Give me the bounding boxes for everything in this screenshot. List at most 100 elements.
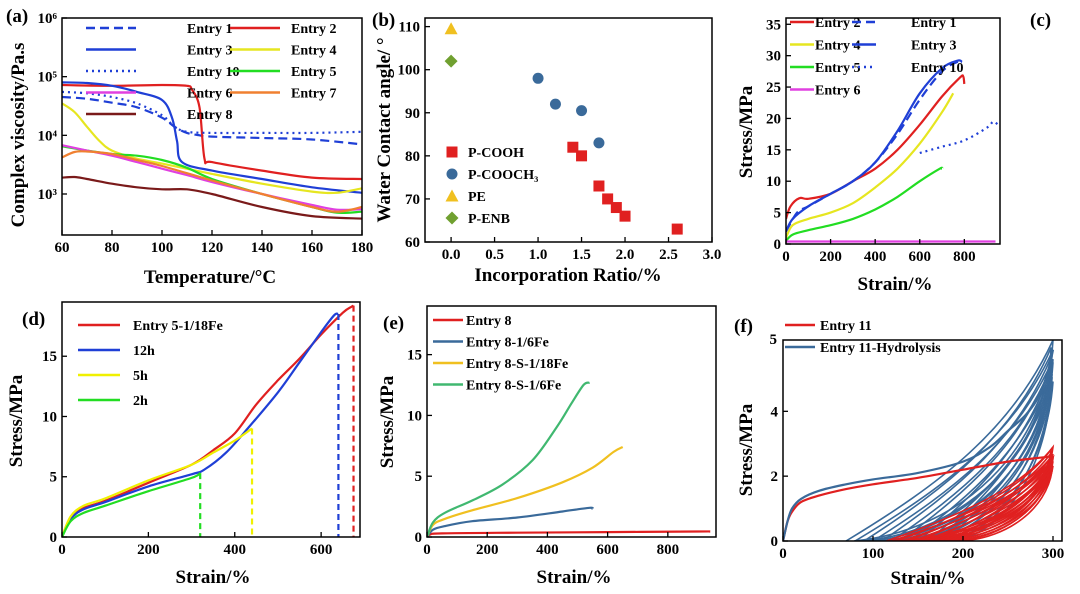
x-tick-label: 160 <box>301 240 324 256</box>
x-tick-label: 0 <box>423 542 431 558</box>
panel-label: (d) <box>22 309 45 330</box>
x-tick-label: 200 <box>137 542 160 558</box>
hysteresis-cycle <box>948 460 1054 541</box>
x-tick-label: 0 <box>779 546 787 562</box>
x-tick-label: 0 <box>782 249 790 265</box>
plot-frame <box>61 301 361 538</box>
y-tick-label: 0 <box>771 534 779 550</box>
y-axis-title: Water Contact angle/ ° <box>374 37 395 222</box>
hysteresis-cycle <box>896 446 1053 541</box>
panel-label: (c) <box>1030 10 1051 31</box>
panel-label: (f) <box>734 316 753 337</box>
x-tick-label: 60 <box>55 240 70 256</box>
y-tick-label: 5 <box>774 206 782 222</box>
y-tick-label: 60 <box>405 235 420 251</box>
y-tick-label: 110 <box>398 20 420 36</box>
series-line-entry-8-s-1-18fe <box>427 446 624 537</box>
series-line-entry-3 <box>786 59 963 232</box>
x-tick-label: 2.5 <box>659 247 678 263</box>
legend-label: PE <box>468 190 486 205</box>
legend-label: Entry 6 <box>815 84 861 99</box>
series-line-entry-11-hydrolysis <box>783 349 1055 541</box>
scatter-point <box>444 54 458 68</box>
x-tick-label: 300 <box>1042 546 1065 562</box>
legend-label: Entry 5 <box>291 65 337 80</box>
y-tick-label: 35 <box>766 17 781 33</box>
x-axis-title: Strain/% <box>858 274 933 295</box>
plot-frame <box>785 17 1001 245</box>
plot-frame <box>782 339 1063 542</box>
x-tick-label: 1.5 <box>572 247 591 263</box>
x-tick-label: 400 <box>864 249 887 265</box>
series-line-entry-8-s-1-6fe <box>427 381 591 537</box>
panel-label: (a) <box>6 6 28 27</box>
hysteresis-cycle <box>863 347 1052 541</box>
y-axis-title: Stress/MPa <box>736 85 757 178</box>
chart-panel-e: Entry 8 Entry 8-1/6Fe Entry 8-S-1/18Fe Entr… <box>377 305 717 588</box>
y-tick-label: 90 <box>405 106 420 122</box>
legend-label: Entry 7 <box>291 87 337 102</box>
scatter-point <box>549 98 561 110</box>
series-line-2h <box>62 472 201 537</box>
legend-label: Entry 6 <box>187 87 233 102</box>
x-axis-title: Temperature/°C <box>144 267 276 288</box>
x-tick-label: 800 <box>657 542 680 558</box>
legend-label: Entry 4 <box>291 44 337 59</box>
y-axis-title: Complex viscosity/Pa.s <box>8 43 29 228</box>
x-tick-label: 1.0 <box>529 247 548 263</box>
series-line-entry-2 <box>62 83 362 181</box>
chart-panel-b: P-COOH P-COOCH₃ PE P-ENB 0.0 0.5 1.0 1.5 2.0 2.5 3… <box>372 10 721 286</box>
x-tick-label: 400 <box>536 542 559 558</box>
series-line-entry-1 <box>62 95 362 146</box>
legend-label: Entry 8-S-1/18Fe <box>466 357 568 372</box>
scatter-point <box>576 105 588 117</box>
x-tick-label: 200 <box>819 249 842 265</box>
series-line-entry-5 <box>786 166 944 242</box>
y-tick-label: 10⁶ <box>38 11 58 27</box>
legend-label: P-COOCH₃ <box>468 168 538 183</box>
legend-label: Entry 2 <box>815 16 861 31</box>
series-line-entry-10 <box>62 90 362 135</box>
series-line-entry-1 <box>786 60 961 232</box>
y-tick-label: 70 <box>405 192 420 208</box>
y-tick-label: 0 <box>50 530 58 546</box>
series-line-entry-8-1-6fe <box>427 506 594 537</box>
y-axis-title: Stress/MPa <box>736 403 757 496</box>
y-tick-label: 100 <box>398 63 421 79</box>
x-axis-title: Strain/% <box>891 568 966 589</box>
x-tick-label: 0.5 <box>485 247 504 263</box>
plot-frame <box>424 17 713 243</box>
scatter-point <box>532 72 544 84</box>
y-tick-label: 10⁴ <box>38 128 58 144</box>
series-line-entry-8 <box>427 530 711 537</box>
x-tick-label: 100 <box>151 240 174 256</box>
y-tick-label: 20 <box>766 111 781 127</box>
scatter-point <box>593 137 605 149</box>
legend-label: P-ENB <box>468 212 510 227</box>
series-line-entry-8 <box>62 175 362 220</box>
legend-label: Entry 8-1/6Fe <box>466 336 549 351</box>
legend-label: Entry 4 <box>815 39 861 54</box>
y-tick-label: 15 <box>42 349 57 365</box>
x-tick-label: 80 <box>105 240 120 256</box>
y-tick-label: 10 <box>42 409 57 425</box>
legend-label: Entry 2 <box>291 22 337 37</box>
series-line-5h <box>62 427 253 537</box>
x-tick-label: 600 <box>909 249 932 265</box>
series-line-entry-3 <box>62 81 362 194</box>
y-tick-label: 30 <box>766 49 781 65</box>
scatter-point <box>619 210 631 222</box>
legend-label: Entry 1 <box>187 22 233 37</box>
y-axis-title: Stress/MPa <box>6 374 27 467</box>
series-line-entry-11 <box>783 454 1055 541</box>
legend-label: Entry 3 <box>911 39 957 54</box>
scatter-point <box>576 150 588 162</box>
legend-marker <box>445 189 459 202</box>
legend-label: Entry 8 <box>187 108 233 123</box>
scatter-point <box>671 223 683 235</box>
panel-label: (e) <box>383 313 404 334</box>
y-tick-label: 2 <box>771 469 779 485</box>
legend-label: Entry 8-S-1/6Fe <box>466 379 561 394</box>
hysteresis-cycle <box>917 453 1054 541</box>
